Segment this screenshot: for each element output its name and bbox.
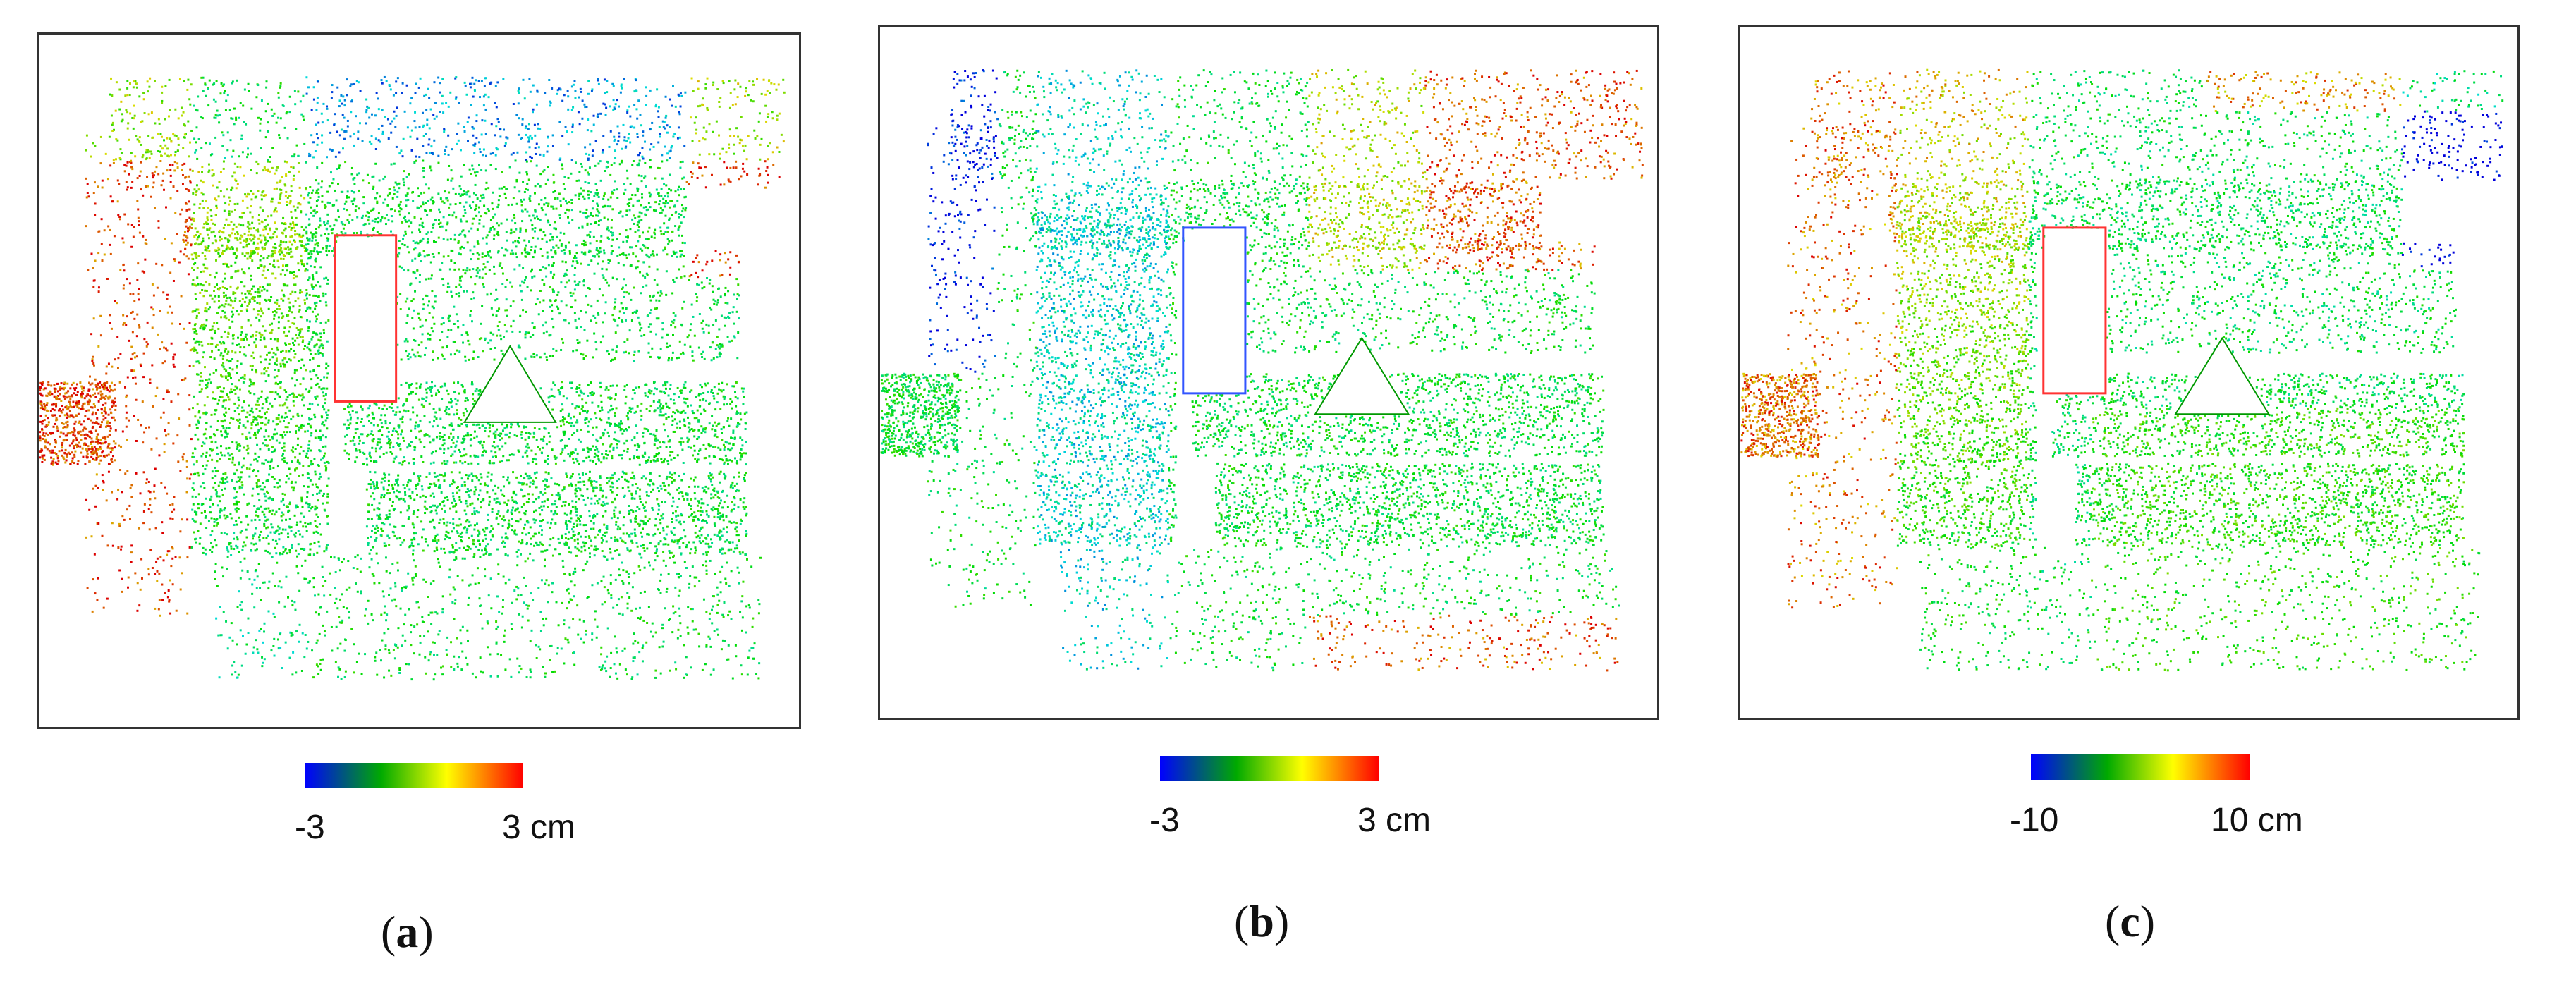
colorbar-a-min-label: -3 [295, 811, 325, 845]
point-cloud-c [1740, 68, 2504, 672]
colorbar-c-min-label: -10 [2010, 804, 2058, 838]
colorbar-c-max-label: 10 cm [2211, 804, 2303, 838]
caption-c: (c) [2105, 899, 2155, 944]
point-cloud-a [39, 75, 786, 681]
caption-c-close: ) [2140, 896, 2155, 946]
caption-c-letter: c [2120, 896, 2139, 946]
caption-b-close: ) [1274, 896, 1289, 946]
colorbar-a-max-label: 3 cm [502, 811, 575, 845]
point-cloud-b [880, 68, 1644, 672]
colorbar-c [2031, 754, 2250, 780]
caption-c-open: ( [2105, 896, 2120, 946]
map-panel-b [878, 25, 1659, 720]
map-panel-a [37, 32, 801, 729]
colorbar-a [305, 763, 523, 788]
colorbar-b-min-label: -3 [1149, 804, 1180, 838]
caption-b-open: ( [1234, 896, 1249, 946]
map-panel-c [1738, 25, 2520, 720]
caption-a-letter: a [396, 907, 418, 957]
colorbar-b-max-label: 3 cm [1357, 804, 1431, 838]
caption-b: (b) [1234, 899, 1289, 944]
caption-b-letter: b [1249, 896, 1274, 946]
caption-a-open: ( [381, 907, 396, 957]
caption-a-close: ) [418, 907, 433, 957]
colorbar-b [1160, 756, 1379, 781]
caption-a: (a) [381, 910, 434, 955]
